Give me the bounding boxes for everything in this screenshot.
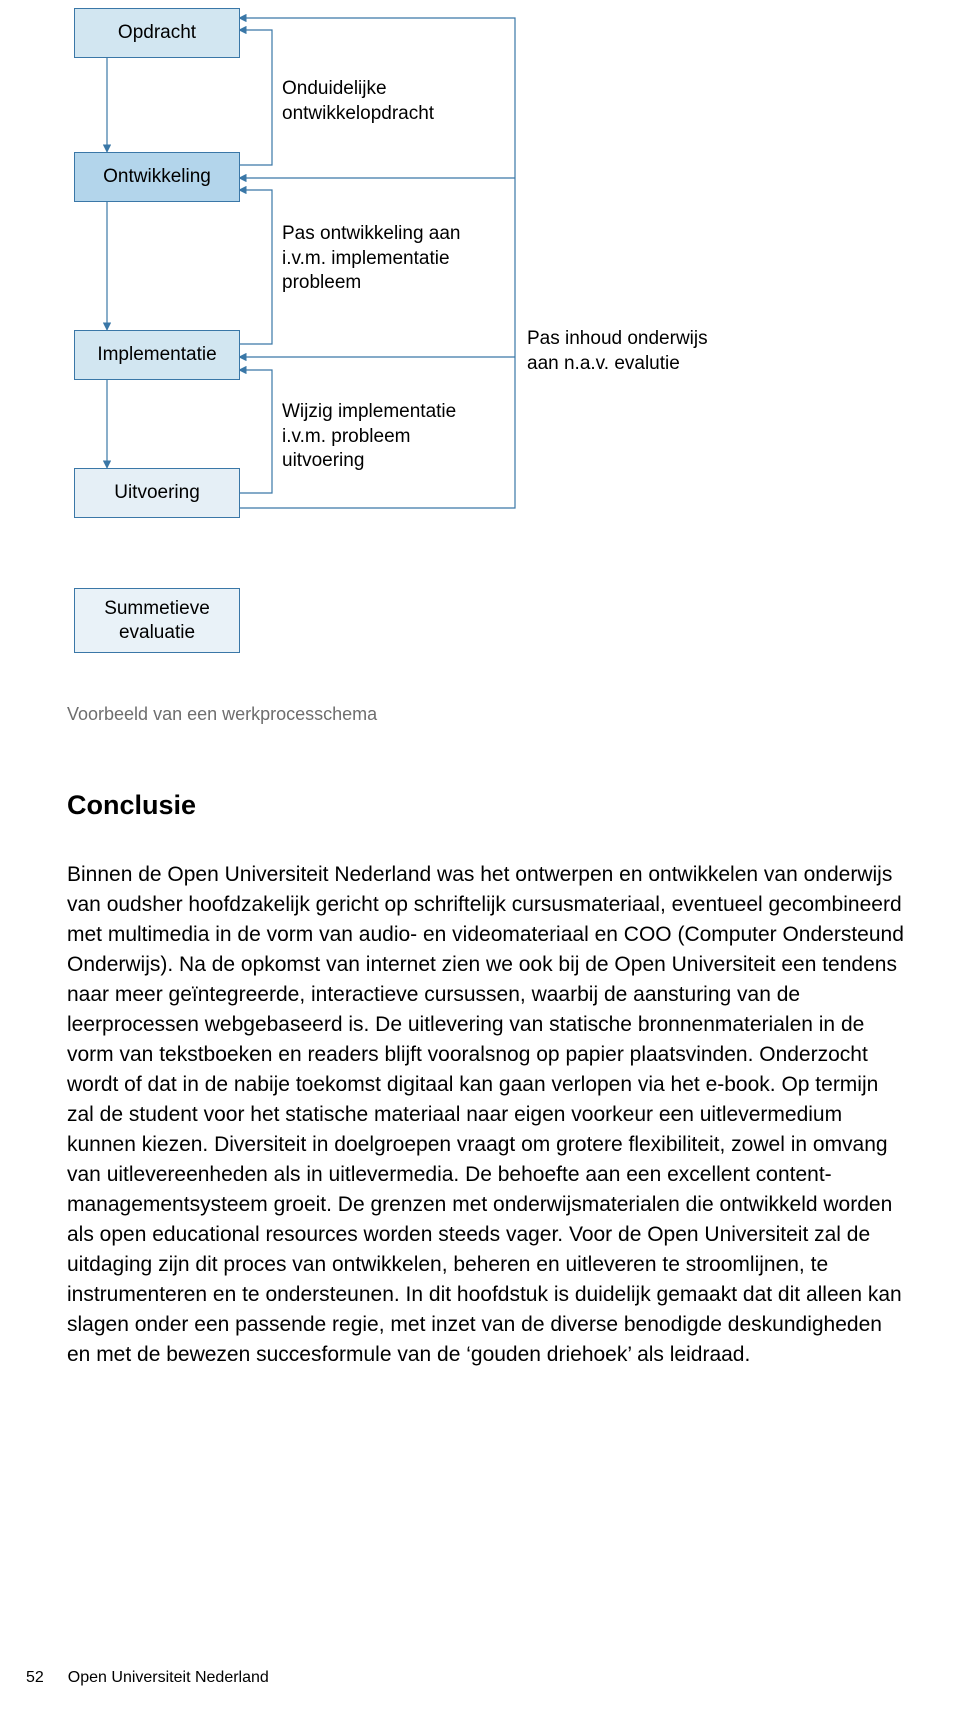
diagram-annotation-wijzig-implementatie: Wijzig implementatie i.v.m. probleem uit…: [282, 400, 456, 474]
diagram-box-opdracht: Opdracht: [74, 8, 240, 58]
diagram-box-label: Implementatie: [97, 343, 216, 367]
diagram-box-uitvoering: Uitvoering: [74, 468, 240, 518]
body-paragraph: Binnen de Open Universiteit Nederland wa…: [67, 860, 905, 1370]
page-number: 52: [26, 1669, 44, 1687]
diagram-caption: Voorbeeld van een werkprocesschema: [67, 704, 377, 725]
footer-source: Open Universiteit Nederland: [68, 1669, 269, 1687]
section-heading: Conclusie: [67, 790, 196, 821]
workflow-diagram: Opdracht Ontwikkeling Implementatie Uitv…: [67, 0, 787, 660]
diagram-annotation-pas-inhoud: Pas inhoud onderwijs aan n.a.v. evalutie: [527, 327, 708, 376]
diagram-box-label: Opdracht: [118, 21, 196, 45]
diagram-box-label: Summetieve evaluatie: [104, 597, 210, 645]
diagram-annotation-onduidelijke: Onduidelijke ontwikkelopdracht: [282, 77, 434, 126]
diagram-box-label: Ontwikkeling: [103, 165, 211, 189]
diagram-box-label: Uitvoering: [114, 481, 200, 505]
diagram-box-implementatie: Implementatie: [74, 330, 240, 380]
diagram-box-summetieve-evaluatie: Summetieve evaluatie: [74, 588, 240, 653]
diagram-annotation-pas-ontwikkeling: Pas ontwikkeling aan i.v.m. implementati…: [282, 222, 461, 296]
diagram-box-ontwikkeling: Ontwikkeling: [74, 152, 240, 202]
page-footer: 52 Open Universiteit Nederland: [26, 1669, 269, 1687]
